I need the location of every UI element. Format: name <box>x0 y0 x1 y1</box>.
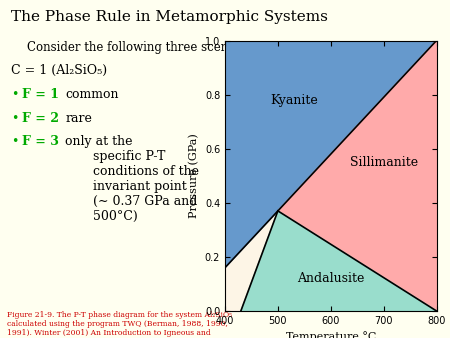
Text: F = 3: F = 3 <box>22 135 59 148</box>
Text: Andalusite: Andalusite <box>297 272 364 285</box>
Polygon shape <box>241 211 436 311</box>
Text: •: • <box>11 88 18 101</box>
Text: only at the
       specific P-T
       conditions of the
       invariant point
: only at the specific P-T conditions of t… <box>65 135 199 223</box>
Text: C = 1 (Al₂SiO₅): C = 1 (Al₂SiO₅) <box>11 64 108 77</box>
Y-axis label: Pressure (GPa): Pressure (GPa) <box>189 134 199 218</box>
Text: Consider the following three scenarios:: Consider the following three scenarios: <box>27 41 262 53</box>
Text: rare: rare <box>65 112 92 124</box>
Text: •: • <box>11 135 18 148</box>
Text: Kyanite: Kyanite <box>270 94 318 106</box>
Text: Sillimanite: Sillimanite <box>350 156 418 169</box>
Polygon shape <box>278 41 436 311</box>
Text: •: • <box>11 112 18 124</box>
Text: F = 2: F = 2 <box>22 112 59 124</box>
Text: The Phase Rule in Metamorphic Systems: The Phase Rule in Metamorphic Systems <box>11 10 328 24</box>
Text: Figure 21-9. The P-T phase diagram for the system Al₂SiO₅
calculated using the p: Figure 21-9. The P-T phase diagram for t… <box>7 311 232 338</box>
Text: F = 1: F = 1 <box>22 88 59 101</box>
X-axis label: Temperature °C: Temperature °C <box>286 331 376 338</box>
Text: common: common <box>65 88 119 101</box>
Polygon shape <box>225 41 436 268</box>
